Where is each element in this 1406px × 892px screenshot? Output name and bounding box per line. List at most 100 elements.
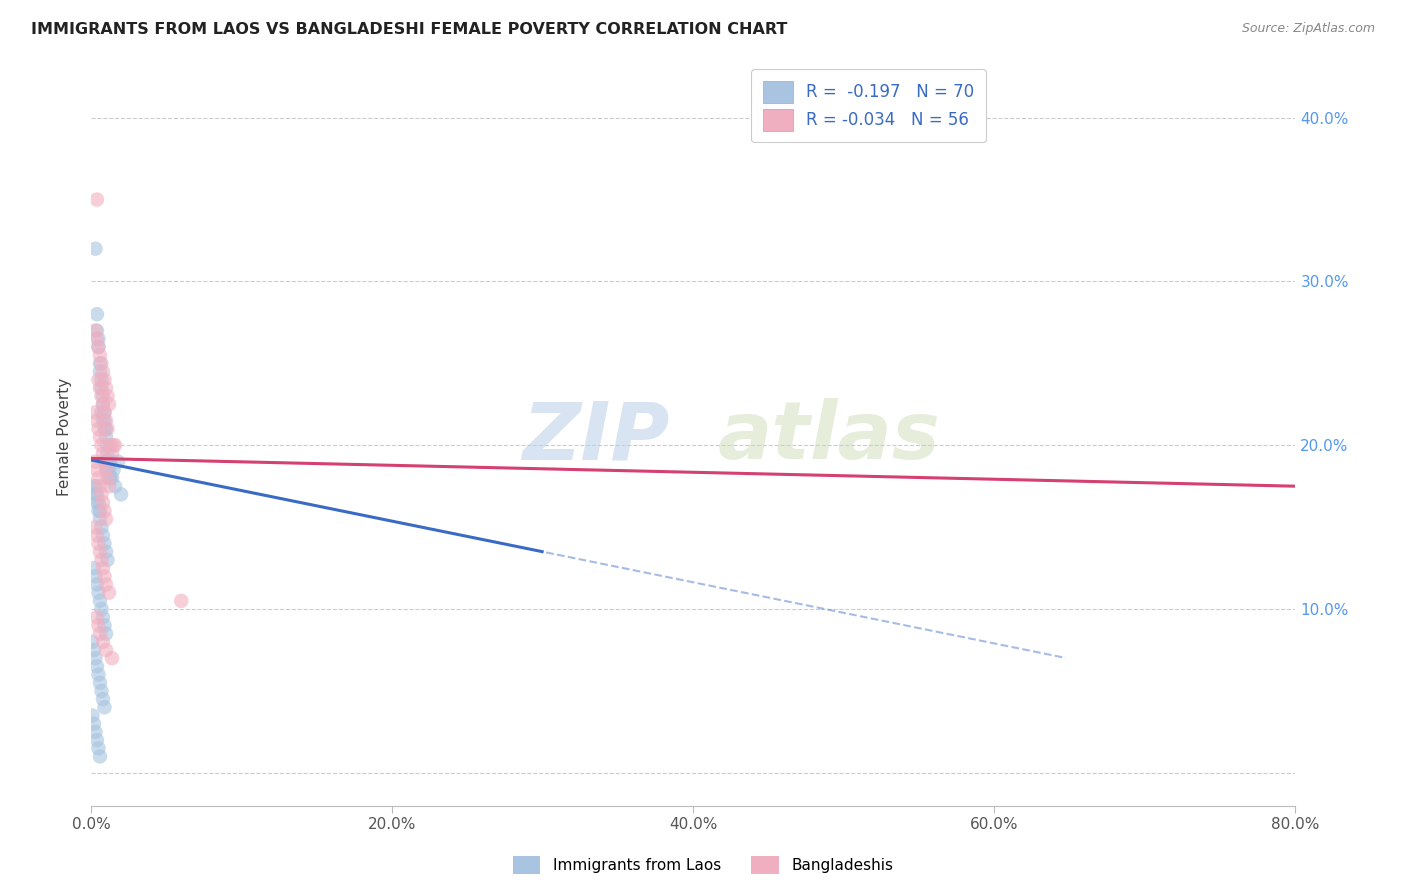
Point	[100, 471, 122, 485]
Point	[89, 430, 111, 444]
Point	[90, 389, 112, 403]
Point	[86, 495, 108, 509]
Point	[89, 348, 111, 362]
Point	[94, 430, 117, 444]
Point	[91, 365, 114, 379]
Point	[82, 708, 104, 723]
Point	[94, 455, 117, 469]
Point	[91, 610, 114, 624]
Point	[91, 446, 114, 460]
Point	[87, 495, 110, 509]
Point	[94, 463, 117, 477]
Point	[93, 405, 115, 419]
Point	[93, 700, 115, 714]
Point	[89, 479, 111, 493]
Point	[93, 618, 115, 632]
Point	[93, 405, 115, 419]
Point	[90, 553, 112, 567]
Point	[104, 438, 127, 452]
Point	[91, 561, 114, 575]
Point	[96, 389, 118, 403]
Point	[89, 545, 111, 559]
Text: atlas: atlas	[717, 398, 941, 476]
Point	[84, 651, 107, 665]
Point	[86, 577, 108, 591]
Point	[107, 455, 129, 469]
Point	[96, 446, 118, 460]
Point	[100, 455, 122, 469]
Point	[89, 365, 111, 379]
Point	[103, 463, 125, 477]
Point	[96, 463, 118, 477]
Legend: R =  -0.197   N = 70, R = -0.034   N = 56: R = -0.197 N = 70, R = -0.034 N = 56	[751, 70, 986, 143]
Point	[89, 512, 111, 526]
Point	[94, 626, 117, 640]
Point	[93, 373, 115, 387]
Point	[83, 561, 105, 575]
Point	[91, 414, 114, 428]
Point	[84, 242, 107, 256]
Point	[91, 389, 114, 403]
Text: ZIP: ZIP	[522, 398, 669, 476]
Point	[90, 602, 112, 616]
Point	[90, 438, 112, 452]
Point	[84, 324, 107, 338]
Y-axis label: Female Poverty: Female Poverty	[58, 378, 72, 496]
Point	[87, 373, 110, 387]
Legend: Immigrants from Laos, Bangladeshis: Immigrants from Laos, Bangladeshis	[506, 850, 900, 880]
Point	[93, 414, 115, 428]
Point	[86, 487, 108, 501]
Point	[83, 479, 105, 493]
Point	[87, 667, 110, 681]
Point	[87, 618, 110, 632]
Point	[98, 479, 121, 493]
Point	[87, 332, 110, 346]
Point	[90, 373, 112, 387]
Point	[87, 340, 110, 354]
Point	[84, 725, 107, 739]
Point	[86, 733, 108, 747]
Point	[93, 569, 115, 583]
Point	[90, 520, 112, 534]
Point	[98, 455, 121, 469]
Point	[170, 594, 193, 608]
Point	[89, 626, 111, 640]
Point	[84, 455, 107, 469]
Point	[86, 659, 108, 673]
Point	[93, 536, 115, 550]
Point	[90, 487, 112, 501]
Point	[96, 471, 118, 485]
Point	[93, 504, 115, 518]
Point	[89, 381, 111, 395]
Point	[84, 479, 107, 493]
Point	[98, 463, 121, 477]
Point	[86, 307, 108, 321]
Point	[86, 463, 108, 477]
Point	[93, 455, 115, 469]
Point	[90, 381, 112, 395]
Point	[90, 684, 112, 698]
Point	[84, 569, 107, 583]
Point	[86, 193, 108, 207]
Point	[87, 536, 110, 550]
Point	[96, 422, 118, 436]
Point	[87, 585, 110, 599]
Point	[91, 528, 114, 542]
Point	[96, 553, 118, 567]
Point	[83, 643, 105, 657]
Point	[94, 422, 117, 436]
Point	[98, 397, 121, 411]
Point	[94, 512, 117, 526]
Point	[87, 504, 110, 518]
Point	[86, 332, 108, 346]
Text: Source: ZipAtlas.com: Source: ZipAtlas.com	[1241, 22, 1375, 36]
Point	[101, 446, 124, 460]
Point	[87, 422, 110, 436]
Point	[86, 610, 108, 624]
Point	[100, 438, 122, 452]
Point	[89, 356, 111, 370]
Point	[91, 495, 114, 509]
Point	[101, 471, 124, 485]
Point	[89, 504, 111, 518]
Point	[84, 405, 107, 419]
